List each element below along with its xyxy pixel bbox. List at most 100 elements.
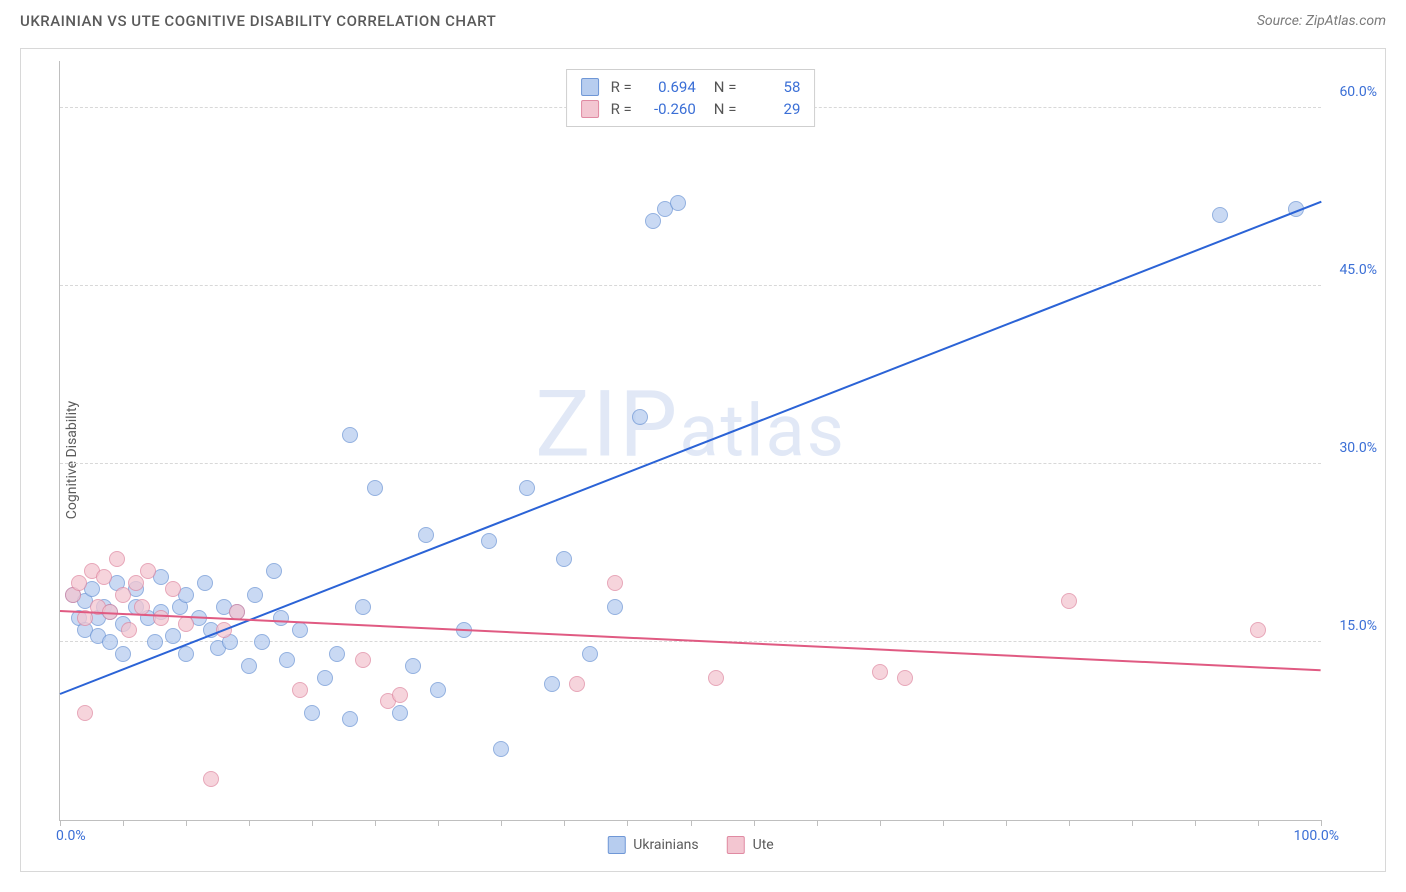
data-point (71, 575, 87, 591)
x-tick (438, 820, 439, 826)
x-tick (1321, 820, 1322, 826)
x-tick (312, 820, 313, 826)
data-point (115, 646, 131, 662)
data-point (115, 587, 131, 603)
data-point (405, 658, 421, 674)
legend-label-ukrainians: Ukrainians (633, 837, 698, 853)
data-point (266, 563, 282, 579)
x-tick (1069, 820, 1070, 826)
data-point (342, 427, 358, 443)
r-value-ukrainians: 0.694 (640, 76, 696, 98)
swatch-ukrainians (581, 78, 599, 96)
legend-label-ute: Ute (753, 837, 774, 853)
data-point (569, 676, 585, 692)
data-point (121, 622, 137, 638)
data-point (1061, 593, 1077, 609)
data-point (872, 664, 888, 680)
x-axis-start-label: 0.0% (56, 828, 86, 844)
x-tick (123, 820, 124, 826)
data-point (556, 551, 572, 567)
data-point (254, 634, 270, 650)
x-tick (754, 820, 755, 826)
data-point (1212, 207, 1228, 223)
data-point (897, 670, 913, 686)
x-tick (1258, 820, 1259, 826)
data-point (165, 628, 181, 644)
data-point (304, 705, 320, 721)
y-tick-label: 45.0% (1339, 262, 1377, 278)
chart-title: UKRAINIAN VS UTE COGNITIVE DISABILITY CO… (20, 12, 496, 30)
x-tick (501, 820, 502, 826)
data-point (165, 581, 181, 597)
grid-line (60, 285, 1321, 286)
data-point (493, 741, 509, 757)
data-point (203, 771, 219, 787)
r-value-ute: -0.260 (640, 98, 696, 120)
y-tick-label: 15.0% (1339, 618, 1377, 634)
data-point (109, 551, 125, 567)
data-point (292, 622, 308, 638)
data-point (392, 687, 408, 703)
y-tick-label: 30.0% (1339, 440, 1377, 456)
plot-area: ZIPatlas R = 0.694 N = 58 R = -0.260 N =… (59, 61, 1321, 821)
data-point (544, 676, 560, 692)
grid-line (60, 463, 1321, 464)
x-tick (60, 820, 61, 826)
data-point (329, 646, 345, 662)
data-point (607, 599, 623, 615)
data-point (392, 705, 408, 721)
source-attribution: Source: ZipAtlas.com (1257, 13, 1386, 29)
data-point (519, 480, 535, 496)
data-point (247, 587, 263, 603)
x-tick (249, 820, 250, 826)
data-point (147, 634, 163, 650)
x-tick (1006, 820, 1007, 826)
data-point (153, 610, 169, 626)
x-tick (1132, 820, 1133, 826)
n-value-ute: 29 (744, 98, 800, 120)
data-point (1250, 622, 1266, 638)
n-value-ukrainians: 58 (744, 76, 800, 98)
data-point (582, 646, 598, 662)
data-point (273, 610, 289, 626)
data-point (355, 599, 371, 615)
data-point (140, 563, 156, 579)
data-point (607, 575, 623, 591)
x-tick (817, 820, 818, 826)
data-point (178, 616, 194, 632)
legend-item-ute: Ute (727, 836, 774, 854)
n-label: N = (714, 98, 737, 120)
data-point (481, 533, 497, 549)
data-point (342, 711, 358, 727)
legend-row-ukrainians: R = 0.694 N = 58 (581, 76, 801, 98)
data-point (430, 682, 446, 698)
legend-item-ukrainians: Ukrainians (607, 836, 698, 854)
data-point (367, 480, 383, 496)
data-point (279, 652, 295, 668)
swatch-ute (727, 836, 745, 854)
legend-correlation: R = 0.694 N = 58 R = -0.260 N = 29 (566, 69, 816, 127)
x-tick (691, 820, 692, 826)
data-point (355, 652, 371, 668)
data-point (134, 599, 150, 615)
chart-container: Cognitive Disability ZIPatlas R = 0.694 … (20, 48, 1386, 872)
y-tick-label: 60.0% (1339, 84, 1377, 100)
data-point (418, 527, 434, 543)
swatch-ukrainians (607, 836, 625, 854)
data-point (77, 705, 93, 721)
data-point (128, 575, 144, 591)
data-point (670, 195, 686, 211)
x-tick (1195, 820, 1196, 826)
x-tick (627, 820, 628, 826)
data-point (197, 575, 213, 591)
n-label: N = (714, 76, 737, 98)
data-point (178, 646, 194, 662)
r-label: R = (611, 76, 632, 98)
trend-line (60, 201, 1322, 695)
data-point (96, 569, 112, 585)
x-tick (880, 820, 881, 826)
r-label: R = (611, 98, 632, 120)
data-point (317, 670, 333, 686)
data-point (645, 213, 661, 229)
data-point (708, 670, 724, 686)
